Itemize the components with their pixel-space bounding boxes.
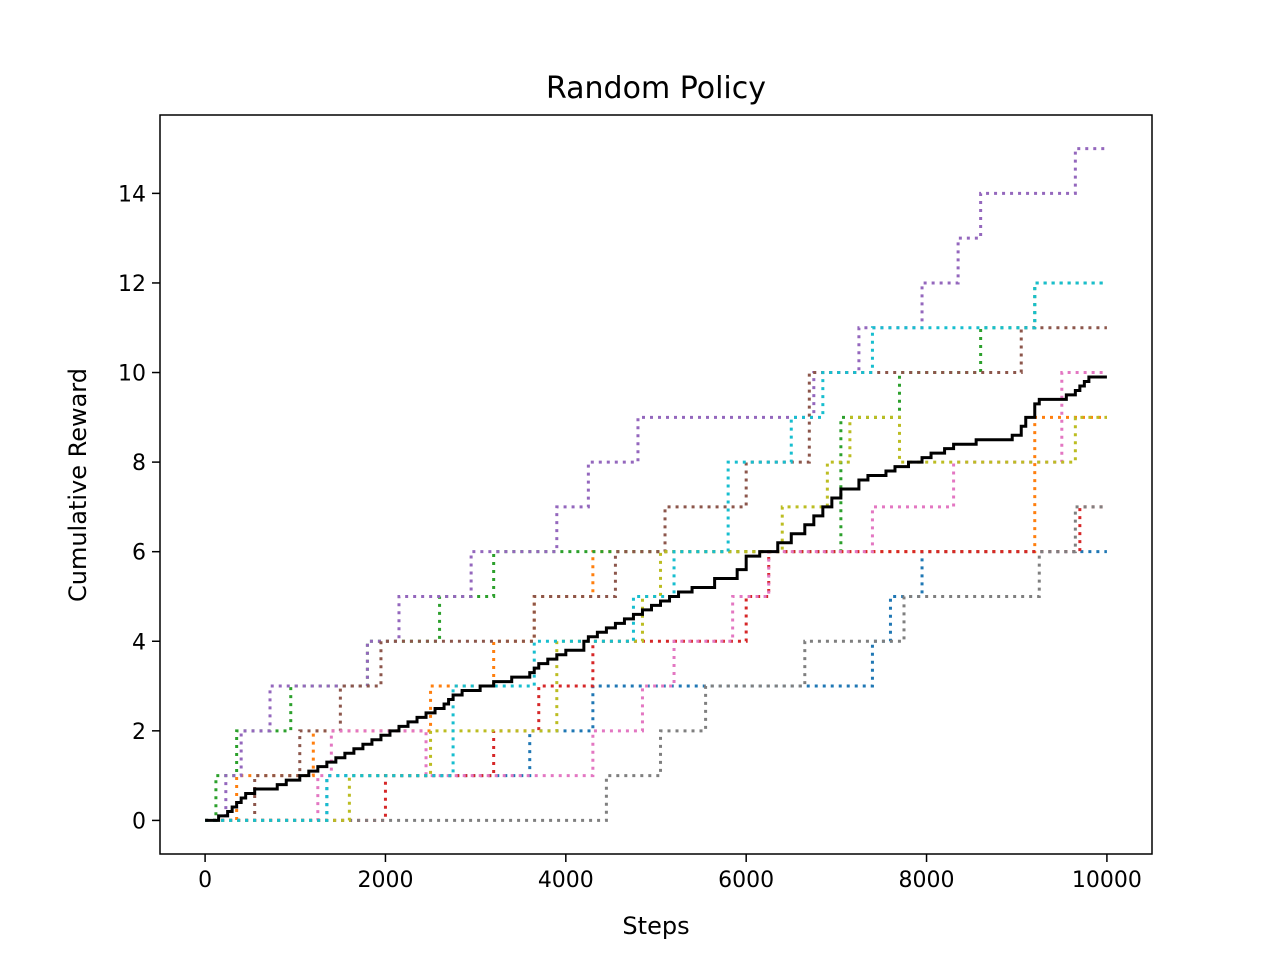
y-tick-label: 6 xyxy=(132,541,146,566)
series-line-3 xyxy=(205,281,1107,822)
y-tick-label: 14 xyxy=(118,182,146,207)
x-axis-label: Steps xyxy=(622,912,689,940)
x-tick-label: 10000 xyxy=(1072,868,1142,893)
y-tick-label: 12 xyxy=(118,272,146,297)
x-tick-label: 8000 xyxy=(899,868,955,893)
y-tick-label: 2 xyxy=(132,720,146,745)
series-line-5 xyxy=(205,147,1107,822)
x-tick-label: 2000 xyxy=(357,868,413,893)
series-line-mean xyxy=(205,375,1107,822)
plot-background xyxy=(160,115,1152,854)
series-line-10 xyxy=(205,281,1107,822)
plot-frame xyxy=(159,114,1153,855)
tick-layer: 0 2000 4000 6000 8000 10000 0 2 4 6 8 10 12 14 xyxy=(118,182,1142,893)
x-tick-label: 4000 xyxy=(538,868,594,893)
y-tick-label: 4 xyxy=(132,630,146,655)
series-layer xyxy=(205,147,1107,822)
y-tick-label: 8 xyxy=(132,451,146,476)
series-line-7 xyxy=(205,371,1107,822)
x-tick-label: 0 xyxy=(198,868,212,893)
y-tick-label: 0 xyxy=(132,809,146,834)
series-line-6 xyxy=(205,326,1107,822)
y-tick-label: 10 xyxy=(118,362,146,387)
chart-title: Random Policy xyxy=(546,71,766,106)
x-tick-label: 6000 xyxy=(718,868,774,893)
series-line-8 xyxy=(205,505,1107,822)
y-axis-label: Cumulative Reward xyxy=(64,368,92,602)
